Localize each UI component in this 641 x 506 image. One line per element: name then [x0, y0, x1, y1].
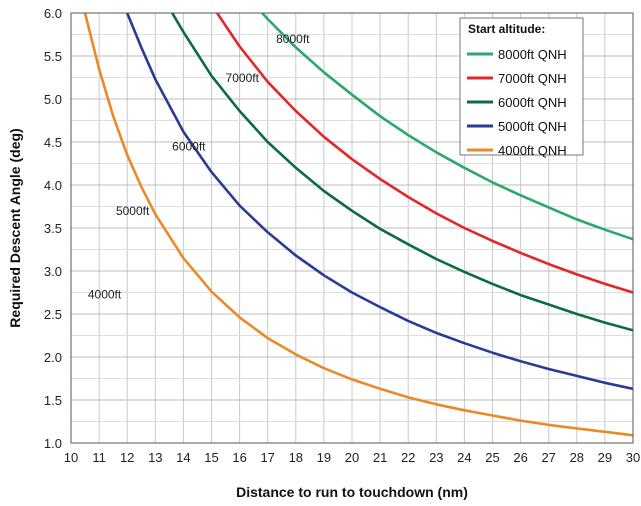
y-tick-label: 2.5: [44, 307, 62, 322]
legend: Start altitude: 8000ft QNH 7000ft QNH 6000…: [459, 17, 584, 158]
x-tick-label: 27: [541, 450, 555, 465]
x-tick-label: 14: [176, 450, 190, 465]
curve-label: 6000ft: [172, 140, 206, 154]
x-tick-label: 15: [204, 450, 218, 465]
legend-title: Start altitude:: [468, 22, 545, 36]
x-tick-label: 25: [485, 450, 499, 465]
y-tick-label: 1.5: [44, 393, 62, 408]
plot-area-frame: [70, 12, 634, 444]
x-tick-label: 13: [148, 450, 162, 465]
series-line: [171, 13, 633, 332]
x-tick-label: 11: [92, 450, 106, 465]
legend-box: [459, 17, 584, 156]
y-tick-label: 5.5: [44, 49, 62, 64]
y-tick-label: 5.0: [44, 92, 62, 107]
x-tick-label: 23: [429, 450, 443, 465]
y-tick-label: 3.5: [44, 221, 62, 236]
x-tick-label: 17: [260, 450, 274, 465]
legend-entry: 5000ft QNH: [498, 119, 567, 134]
x-tick-label: 12: [120, 450, 134, 465]
x-tick-label: 24: [457, 450, 471, 465]
x-tick-label: 18: [289, 450, 303, 465]
series-line: [216, 13, 633, 294]
x-tick-label: 22: [401, 450, 415, 465]
curve-label: 7000ft: [226, 71, 260, 85]
x-tick-label: 16: [232, 450, 246, 465]
curve-label: 8000ft: [276, 32, 310, 46]
y-tick-label: 4.0: [44, 178, 62, 193]
x-tick-label: 21: [373, 450, 387, 465]
x-tick-label: 20: [345, 450, 359, 465]
x-tick-label: 28: [570, 450, 584, 465]
legend-entry: 8000ft QNH: [498, 47, 567, 62]
y-tick-label: 3.0: [44, 264, 62, 279]
legend-items: 8000ft QNH 7000ft QNH 6000ft QNH 5000ft QNH…: [467, 47, 567, 158]
legend-entry: 6000ft QNH: [498, 95, 567, 110]
x-tick-label: 26: [513, 450, 527, 465]
y-tick-label: 2.0: [44, 350, 62, 365]
curve-label: 5000ft: [116, 204, 150, 218]
x-axis-ticks: 10 11 12 13 14 15 16 17 18 19 20 21 22 23 24 25 26 27 28 29…: [64, 450, 640, 465]
y-axis-ticks: 1.0 1.5 2.0 2.5 3.0 3.5 4.0 4.5 5.0 5.5 6.0: [44, 6, 62, 451]
legend-entry: 7000ft QNH: [498, 71, 567, 86]
x-axis-title: Distance to run to touchdown (nm): [236, 484, 468, 500]
series-line: [125, 13, 633, 391]
curve-labels: 8000ft 7000ft 6000ft 5000ft 4000ft: [88, 32, 310, 301]
x-tick-label: 30: [626, 450, 640, 465]
series-lines: [83, 13, 633, 437]
y-axis-title: Required Descent Angle (deg): [7, 128, 23, 327]
y-tick-label: 4.5: [44, 135, 62, 150]
x-tick-label: 19: [317, 450, 331, 465]
y-tick-label: 1.0: [44, 436, 62, 451]
x-tick-label: 29: [598, 450, 612, 465]
series-line: [261, 13, 633, 241]
series-line: [83, 13, 633, 437]
legend-entry: 4000ft QNH: [498, 143, 567, 158]
x-tick-label: 10: [64, 450, 78, 465]
curve-label: 4000ft: [88, 288, 122, 302]
y-tick-label: 6.0: [44, 6, 62, 21]
